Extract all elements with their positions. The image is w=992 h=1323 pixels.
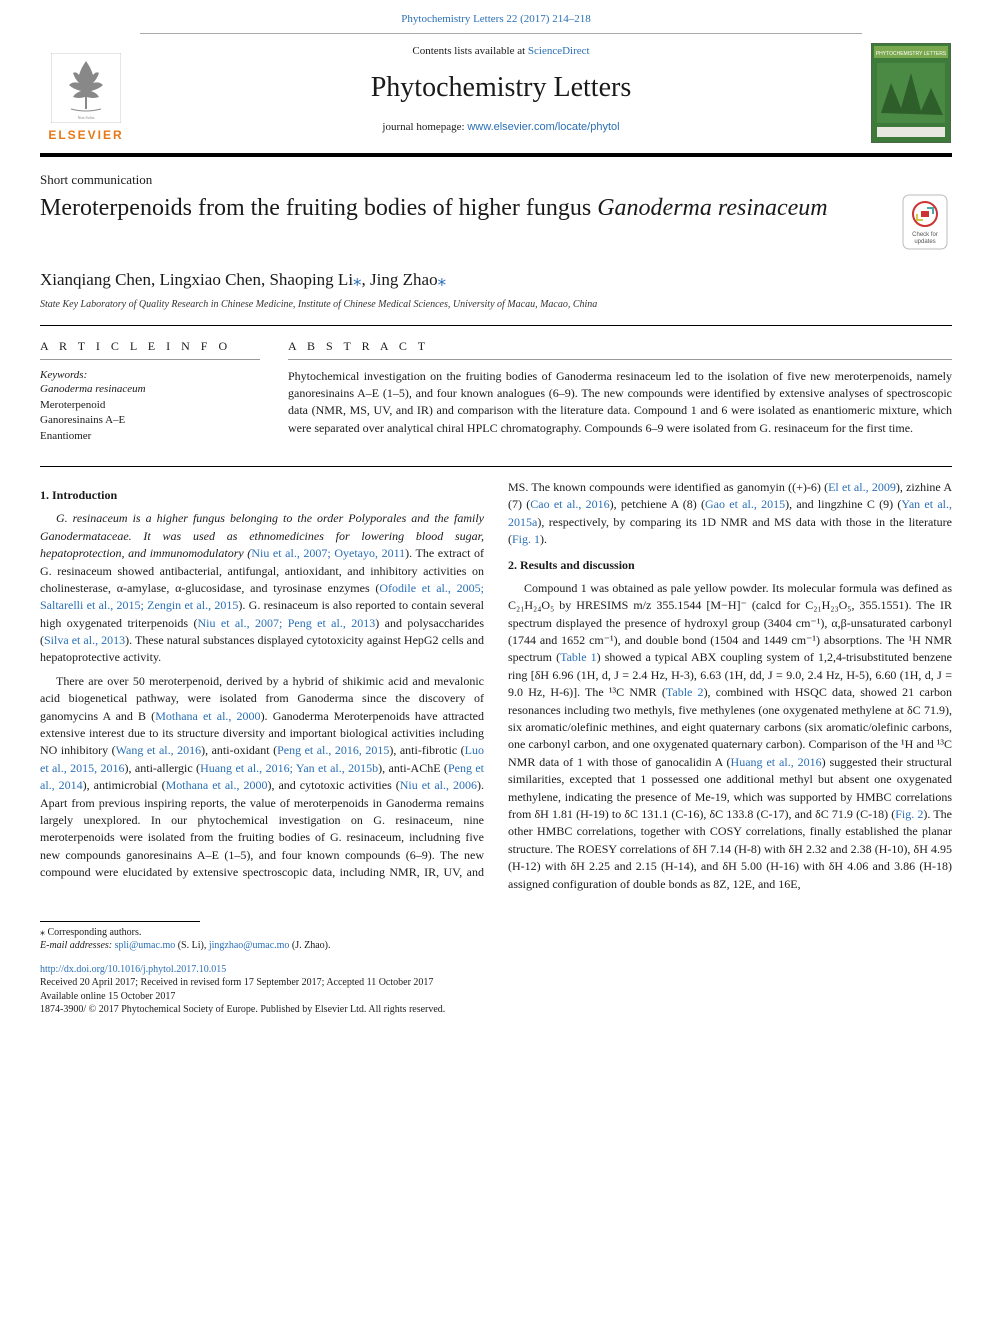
elsevier-tree-icon: Non Solus <box>51 53 121 123</box>
homepage-line: journal homepage: www.elsevier.com/locat… <box>140 120 862 135</box>
elsevier-logo: Non Solus ELSEVIER <box>40 33 140 153</box>
corr-mark-2[interactable]: ⁎ <box>438 270 447 289</box>
p2-g: ), antimicrobial ( <box>83 778 166 792</box>
divider <box>40 325 952 326</box>
affiliation: State Key Laboratory of Quality Research… <box>40 298 952 312</box>
article-info-label: A R T I C L E I N F O <box>40 338 260 354</box>
p2-c: ), anti-oxidant ( <box>201 743 277 757</box>
crossmark-badge[interactable]: Check for updates <box>902 194 952 255</box>
authors: Xianqiang Chen, Lingxiao Chen, Shaoping … <box>40 269 952 292</box>
ref-link[interactable]: Wang et al., 2016 <box>116 743 201 757</box>
journal-header: Non Solus ELSEVIER Contents lists availa… <box>40 33 952 157</box>
keyword: Enantiomer <box>40 429 260 444</box>
header-center: Contents lists available at ScienceDirec… <box>140 33 862 153</box>
keyword: Meroterpenoid <box>40 398 260 413</box>
body-divider <box>40 466 952 467</box>
email-link-1[interactable]: spli@umac.mo <box>115 940 176 951</box>
ref-link[interactable]: Niu et al., 2006 <box>400 778 477 792</box>
sciencedirect-link[interactable]: ScienceDirect <box>528 45 590 57</box>
copyright-line: 1874-3900/ © 2017 Phytochemical Society … <box>40 1003 952 1017</box>
ref-link[interactable]: Silva et al., 2013 <box>44 633 125 647</box>
heading-introduction: 1. Introduction <box>40 487 484 504</box>
cover-icon: PHYTOCHEMISTRY LETTERS <box>871 43 951 143</box>
online-line: Available online 15 October 2017 <box>40 990 952 1004</box>
ref-link[interactable]: Huang et al., 2016 <box>731 755 822 769</box>
journal-name: Phytochemistry Letters <box>140 69 862 107</box>
email-line: E-mail addresses: spli@umac.mo (S. Li), … <box>40 939 952 953</box>
keywords-label: Keywords: <box>40 368 260 383</box>
article-info-column: A R T I C L E I N F O Keywords: Ganoderm… <box>40 338 260 444</box>
heading-results: 2. Results and discussion <box>508 557 952 574</box>
article-type: Short communication <box>40 171 952 189</box>
email-label: E-mail addresses: <box>40 940 115 951</box>
keyword: Ganoresinains A–E <box>40 413 260 428</box>
ref-link[interactable]: Peng et al., 2016, 2015 <box>277 743 389 757</box>
results-p1: Compound 1 was obtained as pale yellow p… <box>508 580 952 893</box>
intro-p1: G. resinaceum is a higher fungus belongi… <box>40 510 484 667</box>
keywords-list: Ganoderma resinaceum Meroterpenoid Ganor… <box>40 382 260 444</box>
homepage-link[interactable]: www.elsevier.com/locate/phytol <box>467 121 619 133</box>
citation-link[interactable]: Phytochemistry Letters 22 (2017) 214–218 <box>401 13 590 25</box>
p2-f: ), anti-AChE ( <box>378 761 448 775</box>
fig-link[interactable]: Fig. 1 <box>512 532 540 546</box>
crossmark-icon: Check for updates <box>902 194 948 250</box>
abstract-text: Phytochemical investigation on the fruit… <box>288 368 952 438</box>
citation-header: Phytochemistry Letters 22 (2017) 214–218 <box>0 0 992 33</box>
email-link-2[interactable]: jingzhao@umac.mo <box>209 940 290 951</box>
authors-part1: Xianqiang Chen, Lingxiao Chen, Shaoping … <box>40 270 353 289</box>
title-text: Meroterpenoids from the fruiting bodies … <box>40 195 597 221</box>
p2-k: ), petchiene A (8) ( <box>610 497 705 511</box>
p2-l: ), and lingzhine C (9) ( <box>785 497 901 511</box>
ref-link[interactable]: Mothana et al., 2000 <box>155 709 260 723</box>
homepage-prefix: journal homepage: <box>382 121 467 133</box>
fig-link[interactable]: Fig. 2 <box>895 807 923 821</box>
ref-link[interactable]: Mothana et al., 2000 <box>166 778 268 792</box>
ref-link[interactable]: Niu et al., 2007; Peng et al., 2013 <box>197 616 375 630</box>
abstract-column: A B S T R A C T Phytochemical investigat… <box>288 338 952 444</box>
received-line: Received 20 April 2017; Received in revi… <box>40 976 952 990</box>
abstract-divider <box>288 359 952 360</box>
p2-m: ), respectively, by comparing its 1D NMR… <box>508 515 952 546</box>
p2-n: ). <box>540 532 547 546</box>
authors-part2: , Jing Zhao <box>362 270 438 289</box>
corr-mark-1[interactable]: ⁎ <box>353 270 362 289</box>
keyword: Ganoderma resinaceum <box>40 382 260 397</box>
footnote-rule <box>40 921 200 922</box>
contents-prefix: Contents lists available at <box>412 45 527 57</box>
svg-text:Non Solus: Non Solus <box>78 115 95 120</box>
abstract-label: A B S T R A C T <box>288 338 952 354</box>
body-columns: 1. Introduction G. resinaceum is a highe… <box>40 479 952 893</box>
ref-link[interactable]: Gao et al., 2015 <box>705 497 785 511</box>
info-divider <box>40 359 260 360</box>
journal-cover: PHYTOCHEMISTRY LETTERS <box>862 33 952 153</box>
elsevier-label: ELSEVIER <box>48 127 123 143</box>
p2-e: ), anti-allergic ( <box>125 761 201 775</box>
table-link[interactable]: Table 1 <box>560 650 597 664</box>
crossmark-text1: Check for <box>912 232 938 238</box>
crossmark-text2: updates <box>914 239 935 245</box>
ref-link[interactable]: Niu et al., 2007; Oyetayo, 2011 <box>251 546 405 560</box>
contents-line: Contents lists available at ScienceDirec… <box>140 44 862 59</box>
email-name-2: (J. Zhao). <box>289 940 330 951</box>
table-link[interactable]: Table 2 <box>666 685 704 699</box>
footer: ⁎ Corresponding authors. E-mail addresse… <box>40 921 952 1017</box>
p2-d: ), anti-fibrotic ( <box>389 743 464 757</box>
ref-link[interactable]: Huang et al., 2016; Yan et al., 2015b <box>200 761 378 775</box>
doi-link[interactable]: http://dx.doi.org/10.1016/j.phytol.2017.… <box>40 964 226 975</box>
email-name-1: (S. Li), <box>175 940 209 951</box>
p2-h: ), and cytotoxic activities ( <box>268 778 400 792</box>
ref-link[interactable]: El et al., 2009 <box>828 480 896 494</box>
ref-link[interactable]: Cao et al., 2016 <box>530 497 609 511</box>
article-title: Meroterpenoids from the fruiting bodies … <box>40 194 884 223</box>
title-species: Ganoderma resinaceum <box>597 195 827 221</box>
cover-title: PHYTOCHEMISTRY LETTERS <box>876 51 947 57</box>
corr-authors-note: ⁎ Corresponding authors. <box>40 926 952 940</box>
